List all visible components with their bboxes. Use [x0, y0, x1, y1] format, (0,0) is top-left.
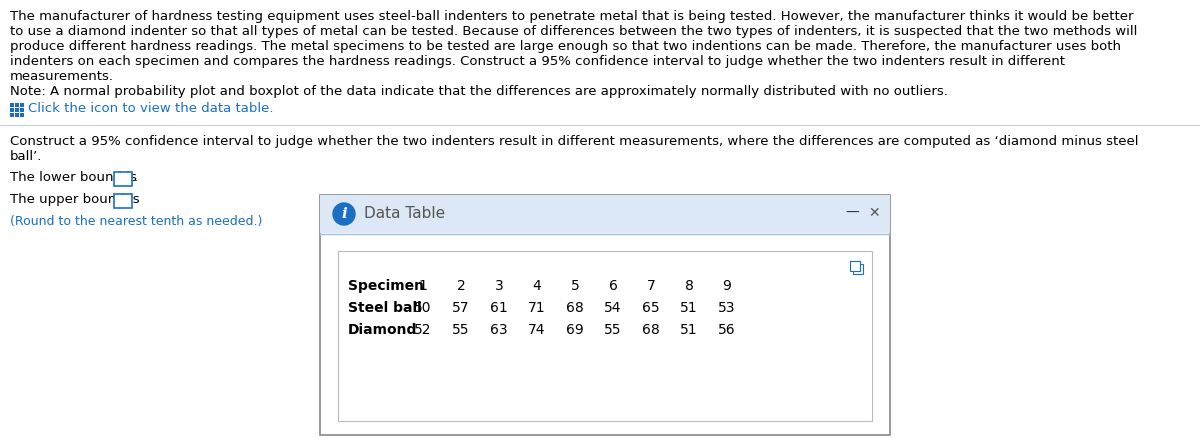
- FancyBboxPatch shape: [10, 108, 14, 112]
- Text: The upper bound is: The upper bound is: [10, 193, 139, 206]
- Text: 57: 57: [452, 301, 469, 315]
- Text: produce different hardness readings. The metal specimens to be tested are large : produce different hardness readings. The…: [10, 40, 1121, 53]
- Text: 68: 68: [642, 323, 660, 337]
- Circle shape: [334, 203, 355, 225]
- Text: 51: 51: [680, 301, 698, 315]
- Text: 55: 55: [452, 323, 469, 337]
- Text: Data Table: Data Table: [364, 206, 445, 221]
- Text: ✕: ✕: [868, 206, 880, 220]
- Text: 51: 51: [680, 323, 698, 337]
- Text: 74: 74: [528, 323, 546, 337]
- Text: 4: 4: [533, 279, 541, 293]
- Text: The lower bound is: The lower bound is: [10, 171, 137, 184]
- Text: .: .: [134, 171, 138, 184]
- FancyBboxPatch shape: [320, 195, 890, 233]
- FancyBboxPatch shape: [320, 195, 890, 435]
- FancyBboxPatch shape: [850, 261, 860, 271]
- Text: 53: 53: [719, 301, 736, 315]
- Text: Click the icon to view the data table.: Click the icon to view the data table.: [28, 102, 274, 115]
- Text: to use a diamond indenter so that all types of metal can be tested. Because of d: to use a diamond indenter so that all ty…: [10, 25, 1138, 38]
- Text: Construct a 95% confidence interval to judge whether the two indenters result in: Construct a 95% confidence interval to j…: [10, 135, 1139, 148]
- FancyBboxPatch shape: [10, 103, 14, 107]
- FancyBboxPatch shape: [114, 172, 132, 186]
- FancyBboxPatch shape: [14, 103, 19, 107]
- FancyBboxPatch shape: [20, 113, 24, 117]
- Text: Steel ball: Steel ball: [348, 301, 421, 315]
- Text: 69: 69: [566, 323, 584, 337]
- FancyBboxPatch shape: [114, 194, 132, 208]
- Text: (Round to the nearest tenth as needed.): (Round to the nearest tenth as needed.): [10, 215, 263, 228]
- FancyBboxPatch shape: [853, 264, 863, 274]
- Text: The manufacturer of hardness testing equipment uses steel-ball indenters to pene: The manufacturer of hardness testing equ…: [10, 10, 1134, 23]
- Text: 55: 55: [605, 323, 622, 337]
- Text: 2: 2: [457, 279, 466, 293]
- FancyBboxPatch shape: [14, 113, 19, 117]
- Text: 52: 52: [414, 323, 432, 337]
- Text: ball’.: ball’.: [10, 150, 42, 163]
- Text: 5: 5: [571, 279, 580, 293]
- Text: 8: 8: [684, 279, 694, 293]
- Text: 6: 6: [608, 279, 618, 293]
- Text: 61: 61: [490, 301, 508, 315]
- Text: 56: 56: [718, 323, 736, 337]
- Text: 54: 54: [605, 301, 622, 315]
- Text: 9: 9: [722, 279, 732, 293]
- FancyBboxPatch shape: [10, 113, 14, 117]
- FancyBboxPatch shape: [338, 251, 872, 421]
- FancyBboxPatch shape: [14, 108, 19, 112]
- Text: Diamond: Diamond: [348, 323, 418, 337]
- Text: 3: 3: [494, 279, 503, 293]
- FancyBboxPatch shape: [20, 103, 24, 107]
- Text: 50: 50: [414, 301, 432, 315]
- Text: Note: A normal probability plot and boxplot of the data indicate that the differ: Note: A normal probability plot and boxp…: [10, 85, 948, 98]
- Text: 68: 68: [566, 301, 584, 315]
- Text: 1: 1: [419, 279, 427, 293]
- Text: indenters on each specimen and compares the hardness readings. Construct a 95% c: indenters on each specimen and compares …: [10, 55, 1066, 68]
- Text: measurements.: measurements.: [10, 70, 114, 83]
- Text: 63: 63: [490, 323, 508, 337]
- FancyBboxPatch shape: [20, 108, 24, 112]
- Text: i: i: [341, 207, 347, 221]
- Text: —: —: [845, 206, 859, 220]
- Text: 71: 71: [528, 301, 546, 315]
- Text: 7: 7: [647, 279, 655, 293]
- Text: 65: 65: [642, 301, 660, 315]
- Text: .: .: [134, 193, 138, 206]
- Text: Specimen: Specimen: [348, 279, 424, 293]
